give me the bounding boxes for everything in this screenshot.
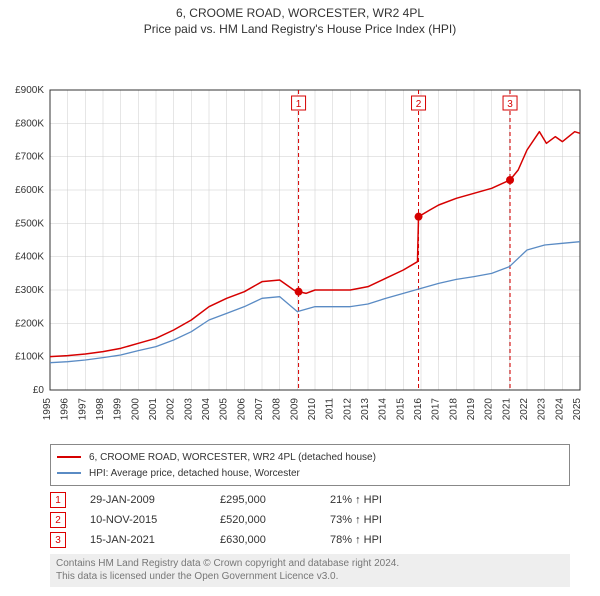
sale-price: £295,000 <box>220 494 330 506</box>
svg-text:£400K: £400K <box>15 252 44 263</box>
legend-label: HPI: Average price, detached house, Worc… <box>89 468 300 479</box>
svg-text:£200K: £200K <box>15 318 44 329</box>
svg-text:2003: 2003 <box>183 398 194 421</box>
svg-text:2016: 2016 <box>413 398 424 421</box>
legend-label: 6, CROOME ROAD, WORCESTER, WR2 4PL (deta… <box>89 452 376 463</box>
svg-text:2011: 2011 <box>325 398 336 420</box>
svg-text:2001: 2001 <box>148 398 159 421</box>
svg-text:1998: 1998 <box>95 398 106 421</box>
legend: 6, CROOME ROAD, WORCESTER, WR2 4PL (deta… <box>50 444 570 486</box>
svg-text:2009: 2009 <box>289 398 300 421</box>
svg-text:2024: 2024 <box>554 398 565 421</box>
svg-text:£500K: £500K <box>15 218 44 229</box>
svg-text:2004: 2004 <box>201 398 212 421</box>
svg-text:£800K: £800K <box>15 118 44 129</box>
sale-price: £630,000 <box>220 534 330 546</box>
svg-text:£600K: £600K <box>15 185 44 196</box>
sale-price: £520,000 <box>220 514 330 526</box>
svg-text:2012: 2012 <box>342 398 353 421</box>
svg-text:£300K: £300K <box>15 285 44 296</box>
svg-text:2025: 2025 <box>572 398 583 421</box>
svg-text:£0: £0 <box>33 385 45 396</box>
svg-text:£100K: £100K <box>15 352 44 363</box>
svg-text:1: 1 <box>296 99 302 110</box>
legend-item: HPI: Average price, detached house, Worc… <box>57 465 563 481</box>
svg-text:2000: 2000 <box>130 398 141 421</box>
sale-hpi-diff: 21% ↑ HPI <box>330 494 440 506</box>
svg-text:2018: 2018 <box>448 398 459 421</box>
svg-text:2: 2 <box>416 99 422 110</box>
svg-text:2015: 2015 <box>395 398 406 421</box>
svg-text:2005: 2005 <box>219 398 230 421</box>
svg-text:1997: 1997 <box>77 398 88 421</box>
svg-text:2014: 2014 <box>378 398 389 421</box>
svg-text:2017: 2017 <box>431 398 442 421</box>
svg-text:3: 3 <box>507 99 513 110</box>
sale-date: 10-NOV-2015 <box>90 514 220 526</box>
svg-text:1996: 1996 <box>60 398 71 421</box>
svg-text:2022: 2022 <box>519 398 530 421</box>
sale-row: 3 15-JAN-2021£630,00078% ↑ HPI <box>50 530 570 550</box>
svg-text:2002: 2002 <box>166 398 177 421</box>
sale-date: 15-JAN-2021 <box>90 534 220 546</box>
sale-date: 29-JAN-2009 <box>90 494 220 506</box>
svg-text:2021: 2021 <box>501 398 512 421</box>
price-chart: £0 £100K £200K £300K £400K £500K £600K £700K £80… <box>0 40 600 438</box>
svg-text:2019: 2019 <box>466 398 477 421</box>
page-subtitle: Price paid vs. HM Land Registry's House … <box>0 22 600 36</box>
page-title: 6, CROOME ROAD, WORCESTER, WR2 4PL <box>0 6 600 20</box>
footer-license: Contains HM Land Registry data © Crown c… <box>50 554 570 587</box>
svg-text:2010: 2010 <box>307 398 318 421</box>
footer-line1: Contains HM Land Registry data © Crown c… <box>56 558 564 571</box>
svg-text:2013: 2013 <box>360 398 371 421</box>
svg-text:2023: 2023 <box>537 398 548 421</box>
svg-text:2007: 2007 <box>254 398 265 421</box>
svg-text:2020: 2020 <box>484 398 495 421</box>
svg-text:£700K: £700K <box>15 152 44 163</box>
svg-text:2006: 2006 <box>236 398 247 421</box>
sale-row: 1 29-JAN-2009£295,00021% ↑ HPI <box>50 490 570 510</box>
sale-index-box: 3 <box>50 532 66 548</box>
sale-hpi-diff: 73% ↑ HPI <box>330 514 440 526</box>
sale-index-box: 1 <box>50 492 66 508</box>
svg-text:£900K: £900K <box>15 85 44 96</box>
legend-item: 6, CROOME ROAD, WORCESTER, WR2 4PL (deta… <box>57 449 563 465</box>
legend-swatch <box>57 456 81 458</box>
sale-row: 2 10-NOV-2015£520,00073% ↑ HPI <box>50 510 570 530</box>
legend-swatch <box>57 472 81 474</box>
sale-index-box: 2 <box>50 512 66 528</box>
footer-line2: This data is licensed under the Open Gov… <box>56 571 564 584</box>
svg-text:1999: 1999 <box>113 398 124 421</box>
sale-hpi-diff: 78% ↑ HPI <box>330 534 440 546</box>
svg-text:2008: 2008 <box>272 398 283 421</box>
svg-text:1995: 1995 <box>42 398 53 421</box>
sales-table: 1 29-JAN-2009£295,00021% ↑ HPI 2 10-NOV-201… <box>50 490 570 550</box>
